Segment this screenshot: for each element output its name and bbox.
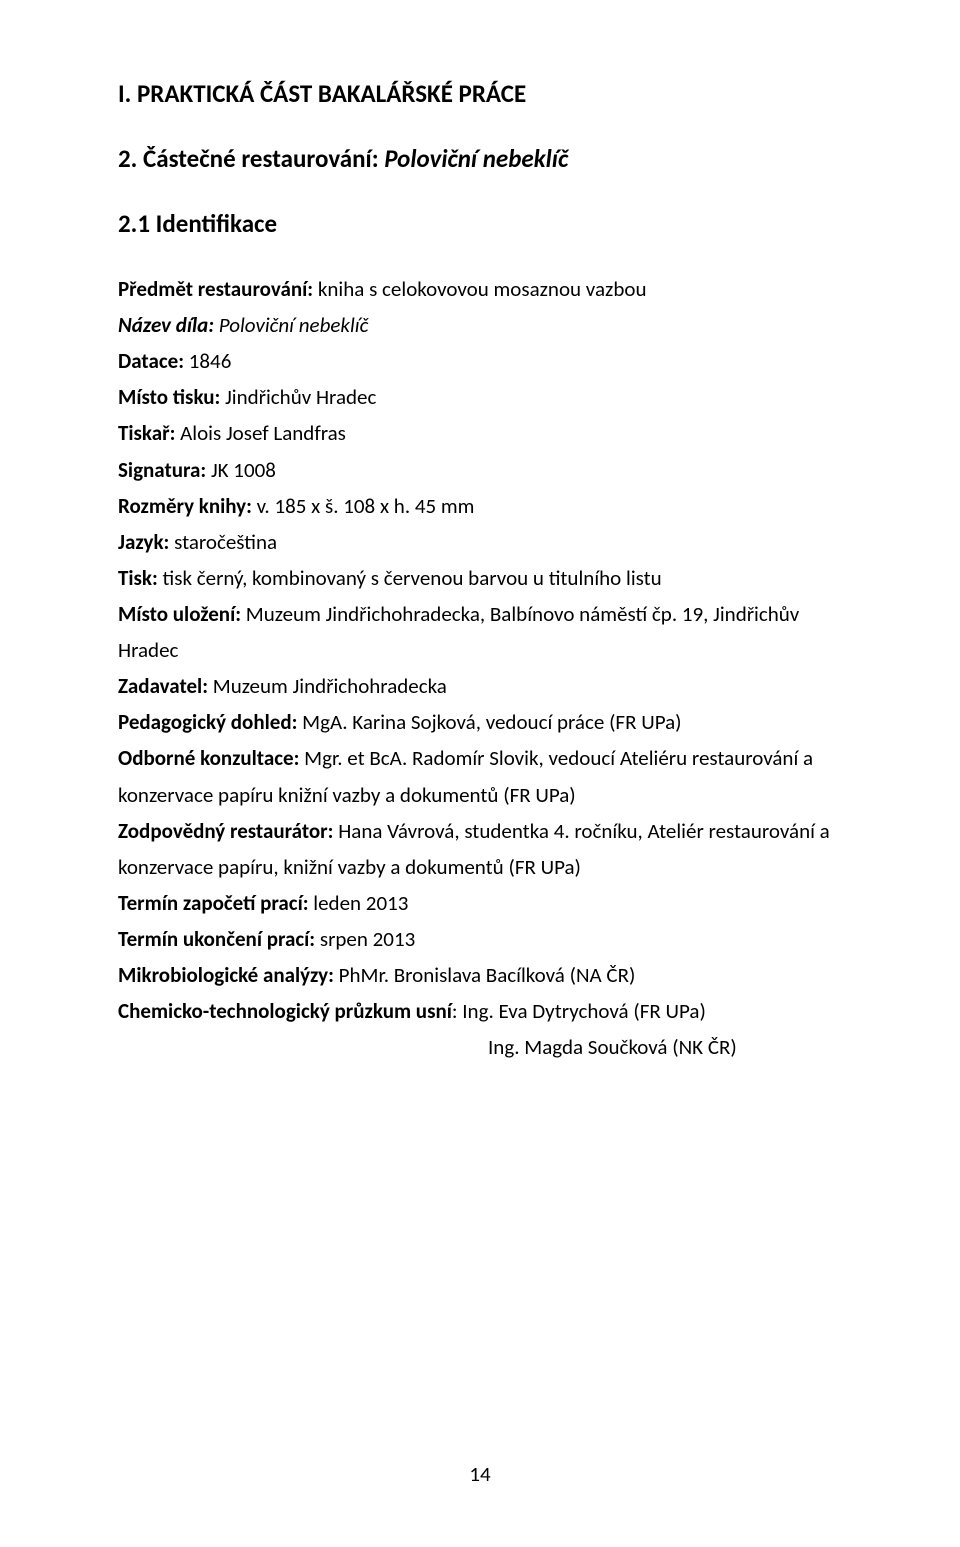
- label-predmet: Předmět restaurování:: [118, 276, 313, 302]
- value-jazyk: staročeština: [169, 529, 277, 555]
- label-datace: Datace:: [118, 348, 184, 374]
- value-termin-ukonceni: srpen 2013: [315, 926, 415, 952]
- value-misto-tisku: Jindřichův Hradec: [220, 384, 376, 410]
- field-datace: Datace: 1846: [118, 343, 842, 379]
- h2-prefix: 2. Částečné restaurování:: [118, 143, 384, 174]
- field-nazev: Název díla: Poloviční nebeklíč: [118, 307, 842, 343]
- field-mikrobio: Mikrobiologické analýzy: PhMr. Bronislav…: [118, 957, 842, 993]
- field-signatura: Signatura: JK 1008: [118, 452, 842, 488]
- label-chemtech: Chemicko-technologický průzkum usní: [118, 998, 452, 1024]
- value-termin-zapoceti: leden 2013: [309, 890, 409, 916]
- label-termin-ukonceni: Termín ukončení prací:: [118, 926, 315, 952]
- label-tiskar: Tiskař:: [118, 420, 175, 446]
- field-tiskar: Tiskař: Alois Josef Landfras: [118, 415, 842, 451]
- field-jazyk: Jazyk: staročeština: [118, 524, 842, 560]
- heading-level-2: 2. Částečné restaurování: Poloviční nebe…: [118, 143, 842, 174]
- field-misto-tisku: Místo tisku: Jindřichův Hradec: [118, 379, 842, 415]
- document-page: I. PRAKTICKÁ ČÁST BAKALÁŘSKÉ PRÁCE 2. Čá…: [0, 0, 960, 1547]
- label-odborne: Odborné konzultace:: [118, 745, 299, 771]
- identification-block: Předmět restaurování: kniha s celokovovo…: [118, 271, 842, 1065]
- value-zadavatel: Muzeum Jindřichohradecka: [208, 673, 447, 699]
- field-chemtech: Chemicko-technologický průzkum usní: Ing…: [118, 993, 842, 1029]
- label-mikrobio: Mikrobiologické analýzy:: [118, 962, 334, 988]
- field-odborne: Odborné konzultace: Mgr. et BcA. Radomír…: [118, 740, 842, 812]
- label-termin-zapoceti: Termín započetí prací:: [118, 890, 309, 916]
- label-zodpovedny: Zodpovědný restaurátor:: [118, 818, 333, 844]
- field-predmet: Předmět restaurování: kniha s celokovovo…: [118, 271, 842, 307]
- label-misto-ulozeni: Místo uložení:: [118, 601, 241, 627]
- field-ped-dohled: Pedagogický dohled: MgA. Karina Sojková,…: [118, 704, 842, 740]
- label-zadavatel: Zadavatel:: [118, 673, 208, 699]
- field-chemtech-line2: Ing. Magda Součková (NK ČR): [118, 1029, 842, 1065]
- field-termin-zapoceti: Termín započetí prací: leden 2013: [118, 885, 842, 921]
- field-termin-ukonceni: Termín ukončení prací: srpen 2013: [118, 921, 842, 957]
- label-misto-tisku: Místo tisku:: [118, 384, 220, 410]
- page-number: 14: [0, 1461, 960, 1487]
- field-zadavatel: Zadavatel: Muzeum Jindřichohradecka: [118, 668, 842, 704]
- value-rozmery: v. 185 x š. 108 x h. 45 mm: [252, 493, 475, 519]
- field-rozmery: Rozměry knihy: v. 185 x š. 108 x h. 45 m…: [118, 488, 842, 524]
- field-misto-ulozeni: Místo uložení: Muzeum Jindřichohradecka,…: [118, 596, 842, 668]
- label-jazyk: Jazyk:: [118, 529, 169, 555]
- value-signatura: JK 1008: [206, 457, 276, 483]
- value-mikrobio: PhMr. Bronislava Bacílková (NA ČR): [334, 962, 636, 988]
- value-nazev: Poloviční nebeklíč: [214, 312, 368, 338]
- heading-level-3: 2.1 Identifikace: [118, 208, 842, 239]
- value-tiskar: Alois Josef Landfras: [175, 420, 346, 446]
- label-tisk: Tisk:: [118, 565, 158, 591]
- value-ped-dohled: MgA. Karina Sojková, vedoucí práce (FR U…: [297, 709, 681, 735]
- value-chemtech: : Ing. Eva Dytrychová (FR UPa): [452, 998, 706, 1024]
- value-predmet: kniha s celokovovou mosaznou vazbou: [313, 276, 646, 302]
- label-rozmery: Rozměry knihy:: [118, 493, 252, 519]
- h2-italic: Poloviční nebeklíč: [384, 143, 568, 174]
- value-datace: 1846: [184, 348, 231, 374]
- field-tisk: Tisk: tisk černý, kombinovaný s červenou…: [118, 560, 842, 596]
- value-tisk: tisk černý, kombinovaný s červenou barvo…: [158, 565, 662, 591]
- field-zodpovedny: Zodpovědný restaurátor: Hana Vávrová, st…: [118, 813, 842, 885]
- label-signatura: Signatura:: [118, 457, 206, 483]
- heading-level-1: I. PRAKTICKÁ ČÁST BAKALÁŘSKÉ PRÁCE: [118, 78, 842, 109]
- label-ped-dohled: Pedagogický dohled:: [118, 709, 297, 735]
- label-nazev: Název díla:: [118, 312, 214, 338]
